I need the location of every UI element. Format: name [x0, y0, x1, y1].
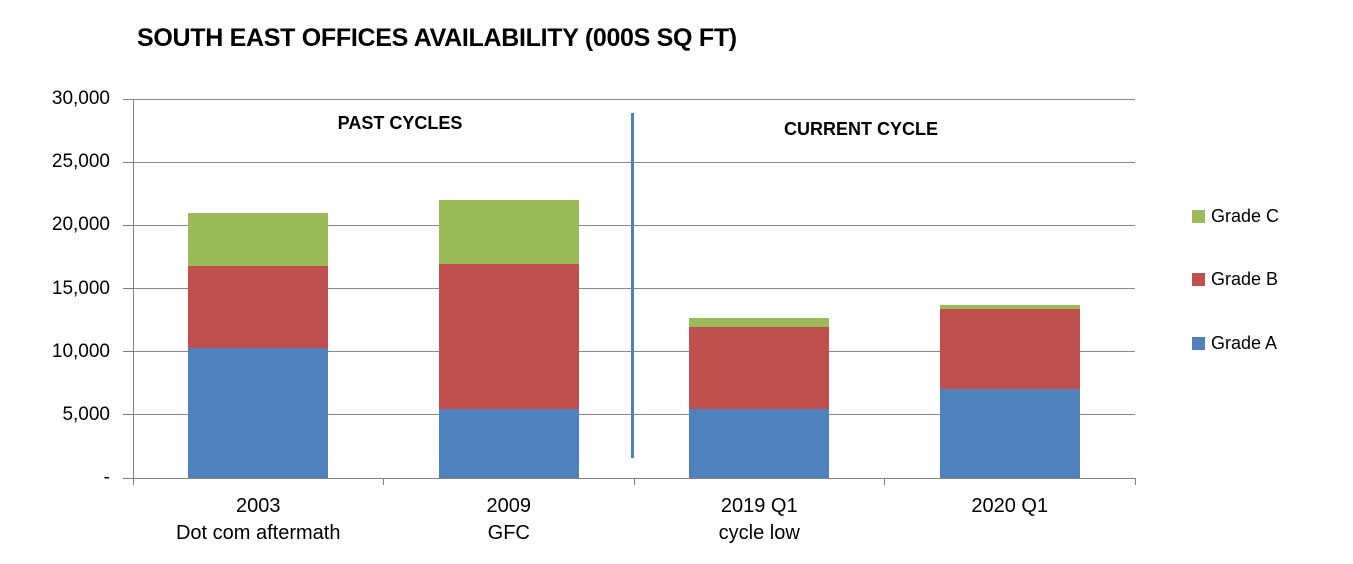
chart-title: SOUTH EAST OFFICES AVAILABILITY (000S SQ…: [137, 24, 737, 52]
gridline: [133, 414, 1135, 416]
gridline: [133, 224, 1135, 226]
category-sublabel: cycle low: [718, 522, 800, 544]
y-tick-label: 5,000: [62, 403, 110, 425]
bar-segment-grade-c-2003: [188, 212, 329, 266]
y-tick-label: 25,000: [51, 151, 110, 173]
legend-item-grade-b: Grade B: [1192, 267, 1278, 293]
y-tick: [123, 288, 133, 289]
bar-segment-grade-b-2019-q1: [689, 327, 830, 409]
category-label: 2020 Q1: [971, 495, 1049, 517]
y-tick-label: 15,000: [51, 277, 110, 299]
category-sublabel: Dot com aftermath: [175, 522, 341, 544]
bar-segment-grade-a-2019-q1: [689, 408, 830, 478]
y-tick-label: 30,000: [51, 88, 110, 109]
category-sublabel: GFC: [487, 522, 530, 544]
legend-swatch-grade-c: [1192, 210, 1205, 223]
x-tick: [1134, 478, 1136, 485]
y-tick: [123, 351, 133, 353]
bar-segment-grade-b-2020-q1: [939, 309, 1080, 389]
cycle-divider-line: [631, 113, 634, 458]
category-label: 2003: [236, 495, 281, 517]
category-label: 2009: [486, 495, 532, 517]
y-tick-label: -: [103, 467, 110, 488]
y-tick: [123, 98, 133, 100]
legend-swatch-grade-b: [1192, 273, 1205, 286]
x-tick: [132, 478, 134, 485]
legend-item-grade-a: Grade A: [1192, 331, 1277, 357]
bar-segment-grade-c-2019-q1: [689, 317, 830, 328]
category-label: 2019 Q1: [720, 495, 798, 517]
x-tick: [884, 478, 885, 485]
bar-segment-grade-a-2020-q1: [939, 388, 1080, 478]
y-tick: [123, 224, 133, 226]
y-tick: [123, 414, 133, 416]
legend-label: Grade C: [1211, 206, 1280, 226]
bar-segment-grade-a-2009: [438, 408, 579, 478]
past-cycles-label: PAST CYCLES: [337, 113, 463, 133]
gridline: [133, 161, 1135, 163]
y-tick-label: 10,000: [51, 340, 110, 362]
bar-segment-grade-c-2009: [438, 200, 579, 265]
gridline: [133, 98, 1135, 100]
x-axis-line: [123, 477, 1135, 479]
legend-label: Grade A: [1211, 333, 1278, 353]
current-cycle-label: CURRENT CYCLE: [783, 119, 938, 139]
bar-segment-grade-c-2020-q1: [939, 304, 1080, 310]
x-tick: [633, 478, 635, 485]
gridline: [133, 351, 1135, 353]
y-tick: [123, 161, 133, 163]
legend-item-grade-c: Grade C: [1192, 204, 1279, 230]
bar-segment-grade-b-2009: [438, 264, 579, 409]
x-tick: [383, 478, 384, 485]
bar-segment-grade-a-2003: [188, 347, 329, 478]
y-tick-label: 20,000: [51, 214, 110, 236]
y-axis-line: [133, 99, 134, 484]
legend-swatch-grade-a: [1192, 337, 1205, 350]
legend-label: Grade B: [1211, 269, 1279, 289]
bar-segment-grade-b-2003: [188, 265, 329, 348]
gridline: [133, 288, 1135, 289]
